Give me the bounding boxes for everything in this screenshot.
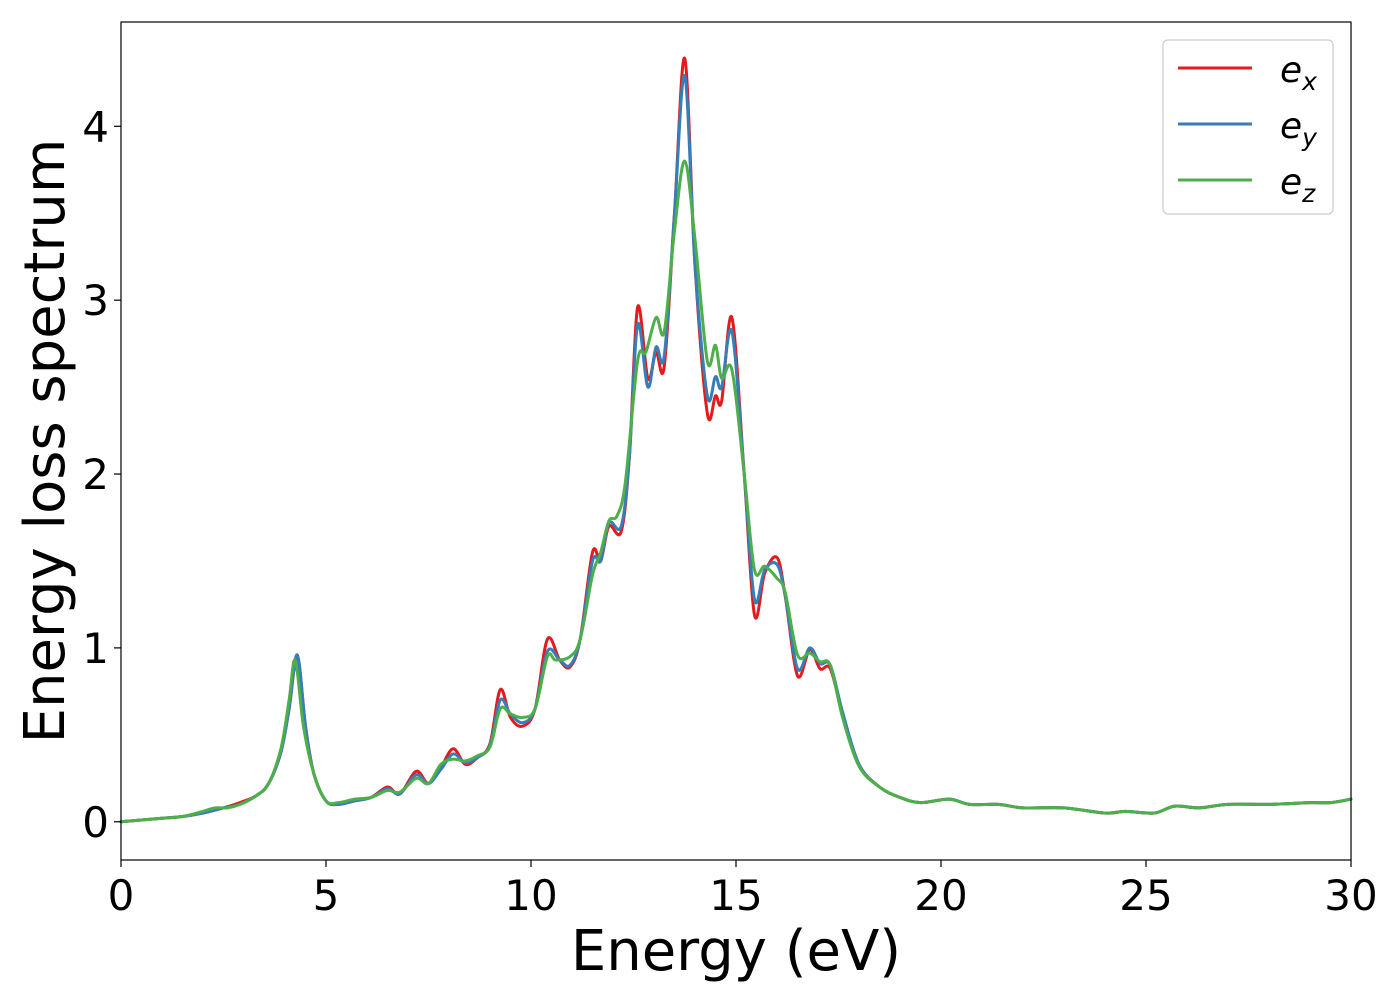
y-tick-label: 4 bbox=[82, 102, 109, 151]
x-tick-label: 0 bbox=[108, 871, 135, 920]
x-tick-label: 15 bbox=[709, 871, 762, 920]
y-tick-label: 0 bbox=[82, 798, 109, 847]
y-tick-label: 1 bbox=[82, 624, 109, 673]
series-line-z bbox=[119, 159, 1353, 824]
legend-box bbox=[1162, 39, 1334, 215]
x-tick-label: 20 bbox=[914, 871, 967, 920]
x-tick-label: 10 bbox=[504, 871, 557, 920]
legend-label-y: ey bbox=[1280, 106, 1318, 152]
y-axis: 0 1 2 3 4 bbox=[82, 102, 121, 847]
legend-label-x: ex bbox=[1280, 50, 1317, 96]
series-layer bbox=[119, 56, 1353, 824]
x-tick-label: 25 bbox=[1119, 871, 1172, 920]
x-axis: 0 5 10 15 20 25 30 bbox=[108, 860, 1378, 920]
y-axis-label: Energy loss spectrum bbox=[13, 139, 78, 744]
y-tick-label: 3 bbox=[82, 276, 109, 325]
y-tick-label: 2 bbox=[82, 450, 109, 499]
x-axis-label: Energy (eV) bbox=[571, 919, 901, 984]
x-tick-label: 30 bbox=[1324, 871, 1377, 920]
x-tick-label: 5 bbox=[313, 871, 340, 920]
